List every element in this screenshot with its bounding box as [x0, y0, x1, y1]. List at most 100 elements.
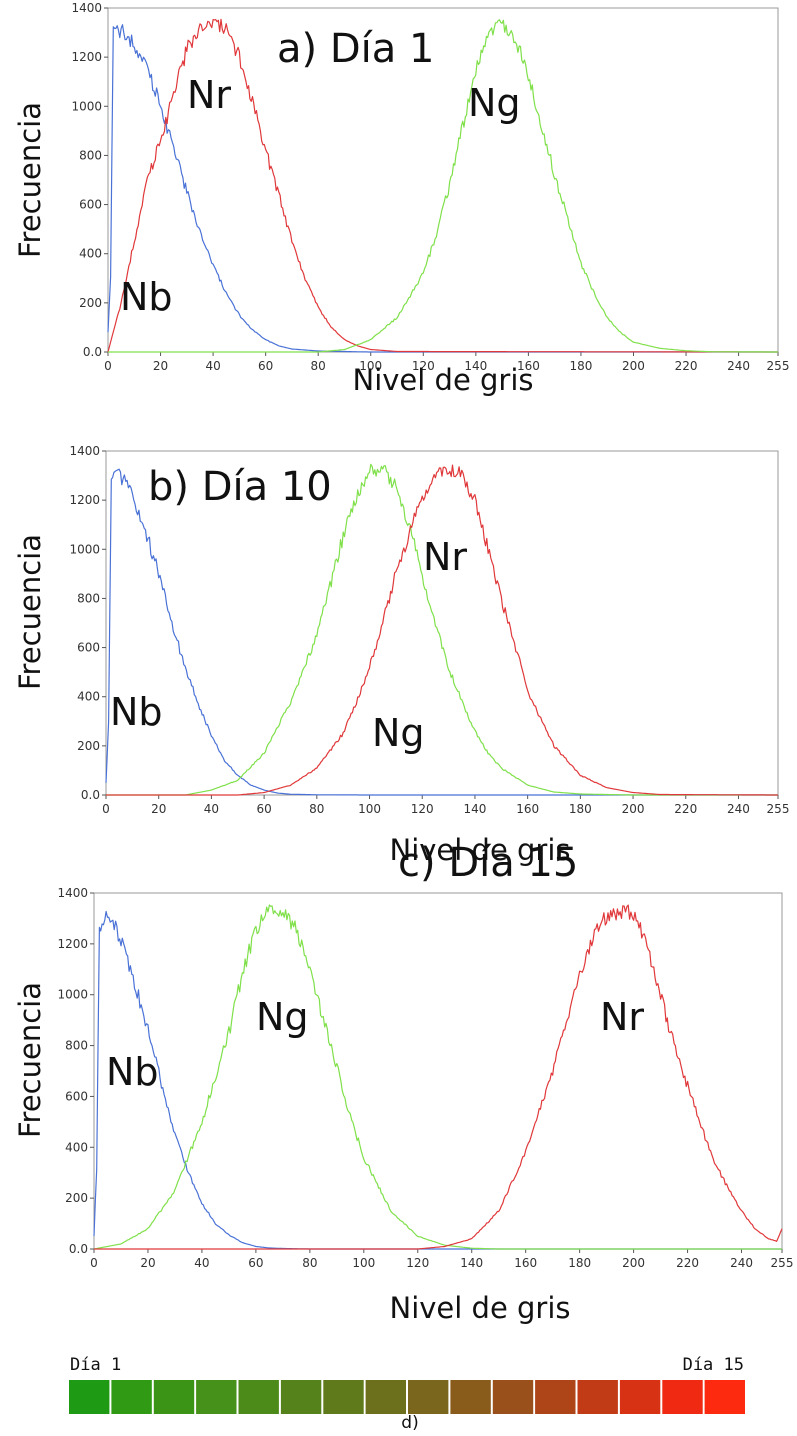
x-tick-label: 140 — [464, 359, 487, 373]
color-swatch — [196, 1380, 237, 1414]
color-scale: Día 1 Día 15 d) — [69, 1355, 745, 1433]
color-swatch — [238, 1380, 279, 1414]
plot-frame — [93, 892, 783, 1250]
x-tick-label: 100 — [359, 359, 382, 373]
plot-frame — [105, 450, 779, 796]
x-tick-label: 80 — [302, 1256, 317, 1270]
series-label-nr: Nr — [600, 995, 644, 1039]
x-tick-label: 20 — [151, 802, 166, 816]
x-tick-label: 120 — [411, 802, 434, 816]
chart-title: b) Día 10 — [148, 464, 332, 510]
x-tick-label: 220 — [676, 1256, 699, 1270]
x-tick-label: 160 — [517, 359, 540, 373]
y-axis-title: Frecuencia — [13, 982, 47, 1138]
x-tick-label: 200 — [622, 802, 645, 816]
y-tick-label: 200 — [77, 739, 100, 753]
color-swatch — [111, 1380, 152, 1414]
x-tick-label: 120 — [406, 1256, 429, 1270]
color-swatch — [704, 1380, 745, 1414]
y-tick-label: 1200 — [57, 937, 88, 951]
x-tick-label: 0 — [104, 359, 112, 373]
y-tick-label: 200 — [79, 296, 102, 310]
color-swatch — [577, 1380, 618, 1414]
series-line-nr — [106, 464, 778, 796]
y-tick-label: 800 — [77, 591, 100, 605]
color-swatch — [619, 1380, 661, 1414]
series-label-ng: Ng — [256, 995, 309, 1039]
x-tick-label: 100 — [352, 1256, 375, 1270]
color-swatches — [69, 1380, 745, 1414]
y-tick-label: 600 — [65, 1089, 88, 1103]
x-tick-label: 20 — [140, 1256, 155, 1270]
x-axis-ticks: 0 20 40 60 80 100 120 140 160 180 200 220 240 255 — [102, 795, 789, 816]
y-tick-label: 400 — [77, 690, 100, 704]
chart-title: a) Día 1 — [277, 26, 434, 72]
chart-title: c) Día 15 — [398, 840, 578, 886]
series-label-nb: Nb — [110, 690, 163, 734]
y-tick-label: 1200 — [71, 50, 102, 64]
color-swatch — [365, 1380, 406, 1414]
y-tick-label: 400 — [79, 247, 102, 261]
x-tick-label: 140 — [463, 802, 486, 816]
y-axis-ticks: 0.0 200 400 600 800 1000 1200 1400 — [71, 1, 108, 359]
color-swatch — [492, 1380, 534, 1414]
x-tick-label: 200 — [622, 359, 645, 373]
caption-d: d) — [401, 1413, 418, 1433]
y-tick-label: 800 — [65, 1039, 88, 1053]
x-tick-label: 120 — [412, 359, 435, 373]
x-tick-label: 60 — [256, 802, 271, 816]
y-axis-title: Frecuencia — [13, 534, 47, 690]
x-axis-title: Nivel de gris — [353, 363, 534, 397]
series-line-ng — [108, 19, 778, 353]
y-tick-label: 600 — [77, 641, 100, 655]
y-tick-label: 1200 — [69, 493, 100, 507]
color-swatch — [662, 1380, 703, 1414]
x-tick-label: 160 — [514, 1256, 537, 1270]
y-tick-label: 1400 — [57, 886, 88, 900]
color-swatch — [450, 1380, 491, 1414]
x-tick-label: 240 — [730, 1256, 753, 1270]
x-tick-label: 255 — [767, 802, 790, 816]
x-axis-title: Nivel de gris — [390, 833, 571, 867]
y-tick-label: 0.0 — [69, 1242, 88, 1256]
y-tick-label: 1000 — [57, 988, 88, 1002]
x-axis-title: Nivel de gris — [390, 1291, 571, 1325]
x-tick-label: 240 — [727, 802, 750, 816]
x-tick-label: 255 — [771, 1256, 794, 1270]
chart-panel-b: 0.0 200 400 600 800 1000 1200 1400 0 20 40 60 80 100… — [13, 444, 789, 867]
y-tick-label: 200 — [65, 1191, 88, 1205]
series-label-nr: Nr — [187, 73, 231, 117]
x-tick-label: 80 — [311, 359, 326, 373]
series-line-nr — [94, 904, 783, 1250]
y-tick-label: 1000 — [69, 542, 100, 556]
series-label-ng: Ng — [372, 711, 425, 755]
x-tick-label: 0 — [102, 802, 110, 816]
series-line-ng — [93, 904, 782, 1250]
series-lines — [107, 18, 778, 353]
y-axis-title: Frecuencia — [13, 102, 47, 258]
y-tick-label: 1400 — [71, 1, 102, 15]
x-tick-label: 160 — [516, 802, 539, 816]
x-tick-label: 60 — [248, 1256, 263, 1270]
color-swatch — [69, 1380, 110, 1414]
x-tick-label: 140 — [460, 1256, 483, 1270]
x-axis-ticks: 0 20 40 60 80 100 120 140 160 180 200 220 240 255 — [104, 352, 789, 373]
y-tick-label: 0.0 — [83, 345, 102, 359]
x-tick-label: 180 — [568, 1256, 591, 1270]
x-tick-label: 240 — [727, 359, 750, 373]
y-axis-ticks: 0.0 200 400 600 800 1000 1200 1400 — [57, 886, 94, 1256]
x-tick-label: 20 — [153, 359, 168, 373]
color-swatch — [153, 1380, 195, 1414]
y-tick-label: 600 — [79, 198, 102, 212]
series-label-nb: Nb — [120, 275, 173, 319]
series-lines — [105, 463, 778, 796]
y-tick-label: 800 — [79, 148, 102, 162]
x-tick-label: 255 — [767, 359, 790, 373]
x-tick-label: 180 — [569, 802, 592, 816]
scale-end-label: Día 15 — [683, 1355, 744, 1375]
series-label-ng: Ng — [468, 81, 521, 125]
x-tick-label: 40 — [194, 1256, 209, 1270]
x-tick-label: 40 — [205, 359, 220, 373]
x-axis-ticks: 0 20 40 60 80 100 120 140 160 180 200 220 240 255 — [90, 1249, 793, 1270]
